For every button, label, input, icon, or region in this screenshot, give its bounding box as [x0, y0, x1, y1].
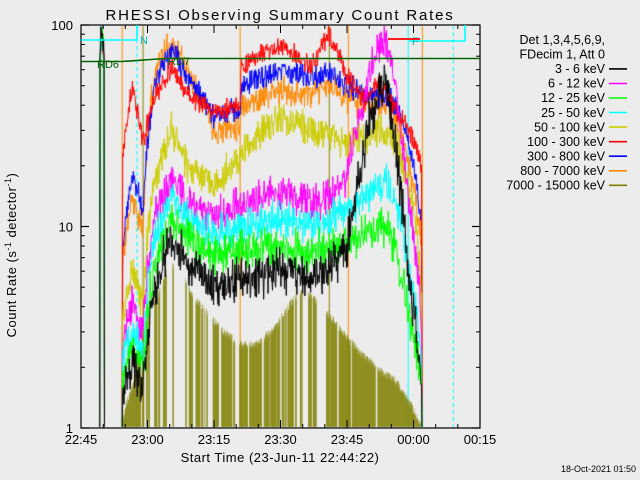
svg-text:100: 100 [51, 18, 73, 33]
svg-text:RD6: RD6 [97, 59, 119, 71]
svg-text:23:00: 23:00 [131, 432, 164, 447]
svg-text:50 - 100 keV: 50 - 100 keV [534, 120, 606, 134]
svg-text:F: F [412, 36, 419, 48]
svg-text:00:00: 00:00 [397, 432, 430, 447]
svg-text:3 - 6 keV: 3 - 6 keV [555, 62, 606, 76]
svg-text:Det 1,3,4,5,6,9,: Det 1,3,4,5,6,9, [520, 33, 605, 47]
svg-text:7000 - 15000 keV: 7000 - 15000 keV [506, 179, 605, 193]
svg-text:23:30: 23:30 [264, 432, 297, 447]
svg-text:800 - 7000 keV: 800 - 7000 keV [520, 164, 605, 178]
svg-text:Start Time (23-Jun-11 22:44:22: Start Time (23-Jun-11 22:44:22) [181, 450, 380, 465]
svg-text:25 - 50 keV: 25 - 50 keV [541, 106, 606, 120]
svg-text:100 - 300 keV: 100 - 300 keV [527, 135, 605, 149]
svg-text:6 - 12 keV: 6 - 12 keV [548, 77, 606, 91]
svg-text:23:45: 23:45 [331, 432, 364, 447]
svg-text:RHESSI Observing Summary Count: RHESSI Observing Summary Count Rates [105, 7, 454, 24]
svg-text:1: 1 [66, 421, 73, 436]
svg-text:23:15: 23:15 [198, 432, 231, 447]
svg-text:10: 10 [59, 220, 73, 235]
svg-text:00:15: 00:15 [464, 432, 497, 447]
svg-text:18-Oct-2021 01:50: 18-Oct-2021 01:50 [561, 464, 636, 474]
svg-text:300 - 800 keV: 300 - 800 keV [527, 149, 605, 163]
svg-text:RD7: RD7 [168, 56, 190, 68]
svg-text:12 - 25 keV: 12 - 25 keV [541, 91, 606, 105]
svg-text:Count Rate (s-1 detector-1): Count Rate (s-1 detector-1) [3, 173, 19, 338]
svg-text:N: N [140, 35, 148, 47]
svg-text:FDecim 1, Att 0: FDecim 1, Att 0 [520, 48, 605, 62]
